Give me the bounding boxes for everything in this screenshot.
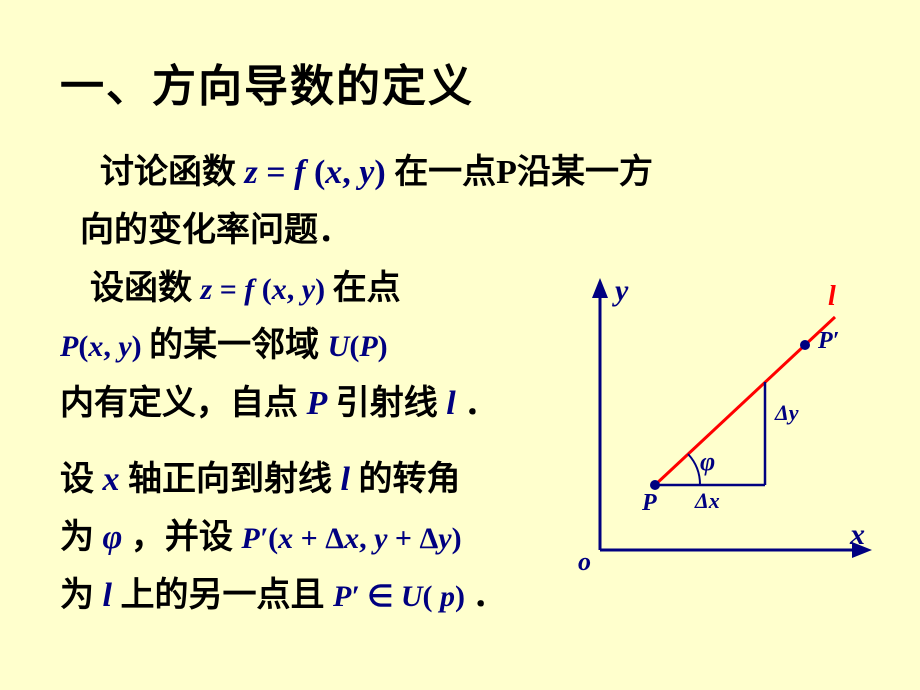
point-pprime: [800, 340, 810, 350]
text: 的转角: [358, 461, 460, 498]
text: 内有定义，自点: [60, 385, 298, 422]
phi-arc: [688, 454, 700, 485]
math-pxy: P(x, y): [60, 330, 149, 363]
line-7: 为 l 上的另一点且 P′ ∈ U( p) ．: [60, 567, 600, 625]
math-phi: φ: [103, 519, 123, 556]
label-dx: Δx: [694, 488, 720, 513]
label-phi: φ: [700, 447, 715, 476]
label-x: x: [849, 518, 865, 551]
text: 设: [60, 461, 103, 498]
math-p: P: [307, 385, 328, 422]
section-title: 一、方向导数的定义: [60, 50, 860, 114]
math-zfxy: z = f (x, y): [245, 154, 395, 191]
math-l2: l: [341, 461, 350, 498]
label-p: P: [641, 490, 657, 516]
text: 引射线: [336, 385, 438, 422]
math-l: l: [446, 385, 455, 422]
math-pprime: P′(x + Δx, y + Δy): [241, 522, 461, 555]
point-p: [650, 480, 660, 490]
text: 在点: [333, 270, 401, 307]
text: ，并设: [131, 519, 242, 556]
diagram-svg: o x y l P P′ Δx Δy φ: [550, 270, 880, 590]
text: 轴正向到射线: [128, 461, 332, 498]
label-pprime: P′: [817, 328, 839, 354]
math-l3: l: [103, 577, 112, 614]
text: 为: [60, 577, 103, 614]
math-up: U(P): [328, 330, 388, 363]
body: 讨论函数 z = f (x, y) 在一点P沿某一方 向的变化率问题． 设函数 …: [60, 144, 860, 624]
text: 设函数: [90, 270, 192, 307]
slide: 一、方向导数的定义 讨论函数 z = f (x, y) 在一点P沿某一方 向的变…: [0, 0, 920, 690]
text: 向的变化率问题．: [80, 212, 352, 249]
label-origin: o: [578, 547, 591, 576]
text: 为: [60, 519, 94, 556]
line-3: P(x, y) 的某一邻域 U(P): [60, 317, 600, 375]
text: 的某一邻域: [149, 327, 328, 364]
diagram: o x y l P P′ Δx Δy φ: [550, 270, 880, 590]
line-2: 设函数 z = f (x, y) 在点: [90, 260, 600, 318]
label-l: l: [828, 281, 836, 312]
text: ．: [464, 385, 498, 422]
line-6: 为 φ ，并设 P′(x + Δx, y + Δy): [60, 509, 600, 567]
line-5: 设 x 轴正向到射线 l 的转角: [60, 451, 600, 509]
math-zfxy2: z = f (x, y): [201, 273, 333, 306]
label-dy: Δy: [774, 400, 799, 425]
text: 讨论函数: [100, 154, 245, 191]
text: 上的另一点且: [120, 577, 333, 614]
math-x: x: [103, 461, 120, 498]
line-1: 讨论函数 z = f (x, y) 在一点P沿某一方: [100, 144, 860, 202]
line-1b: 向的变化率问题．: [80, 202, 860, 260]
text: ．: [473, 577, 507, 614]
text: 在一点P沿某一方: [394, 154, 653, 191]
math-pinu: P′ ∈ U( p): [333, 580, 473, 613]
y-arrow: [592, 278, 608, 298]
line-4: 内有定义，自点 P 引射线 l ．: [60, 375, 600, 433]
label-y: y: [612, 274, 629, 307]
